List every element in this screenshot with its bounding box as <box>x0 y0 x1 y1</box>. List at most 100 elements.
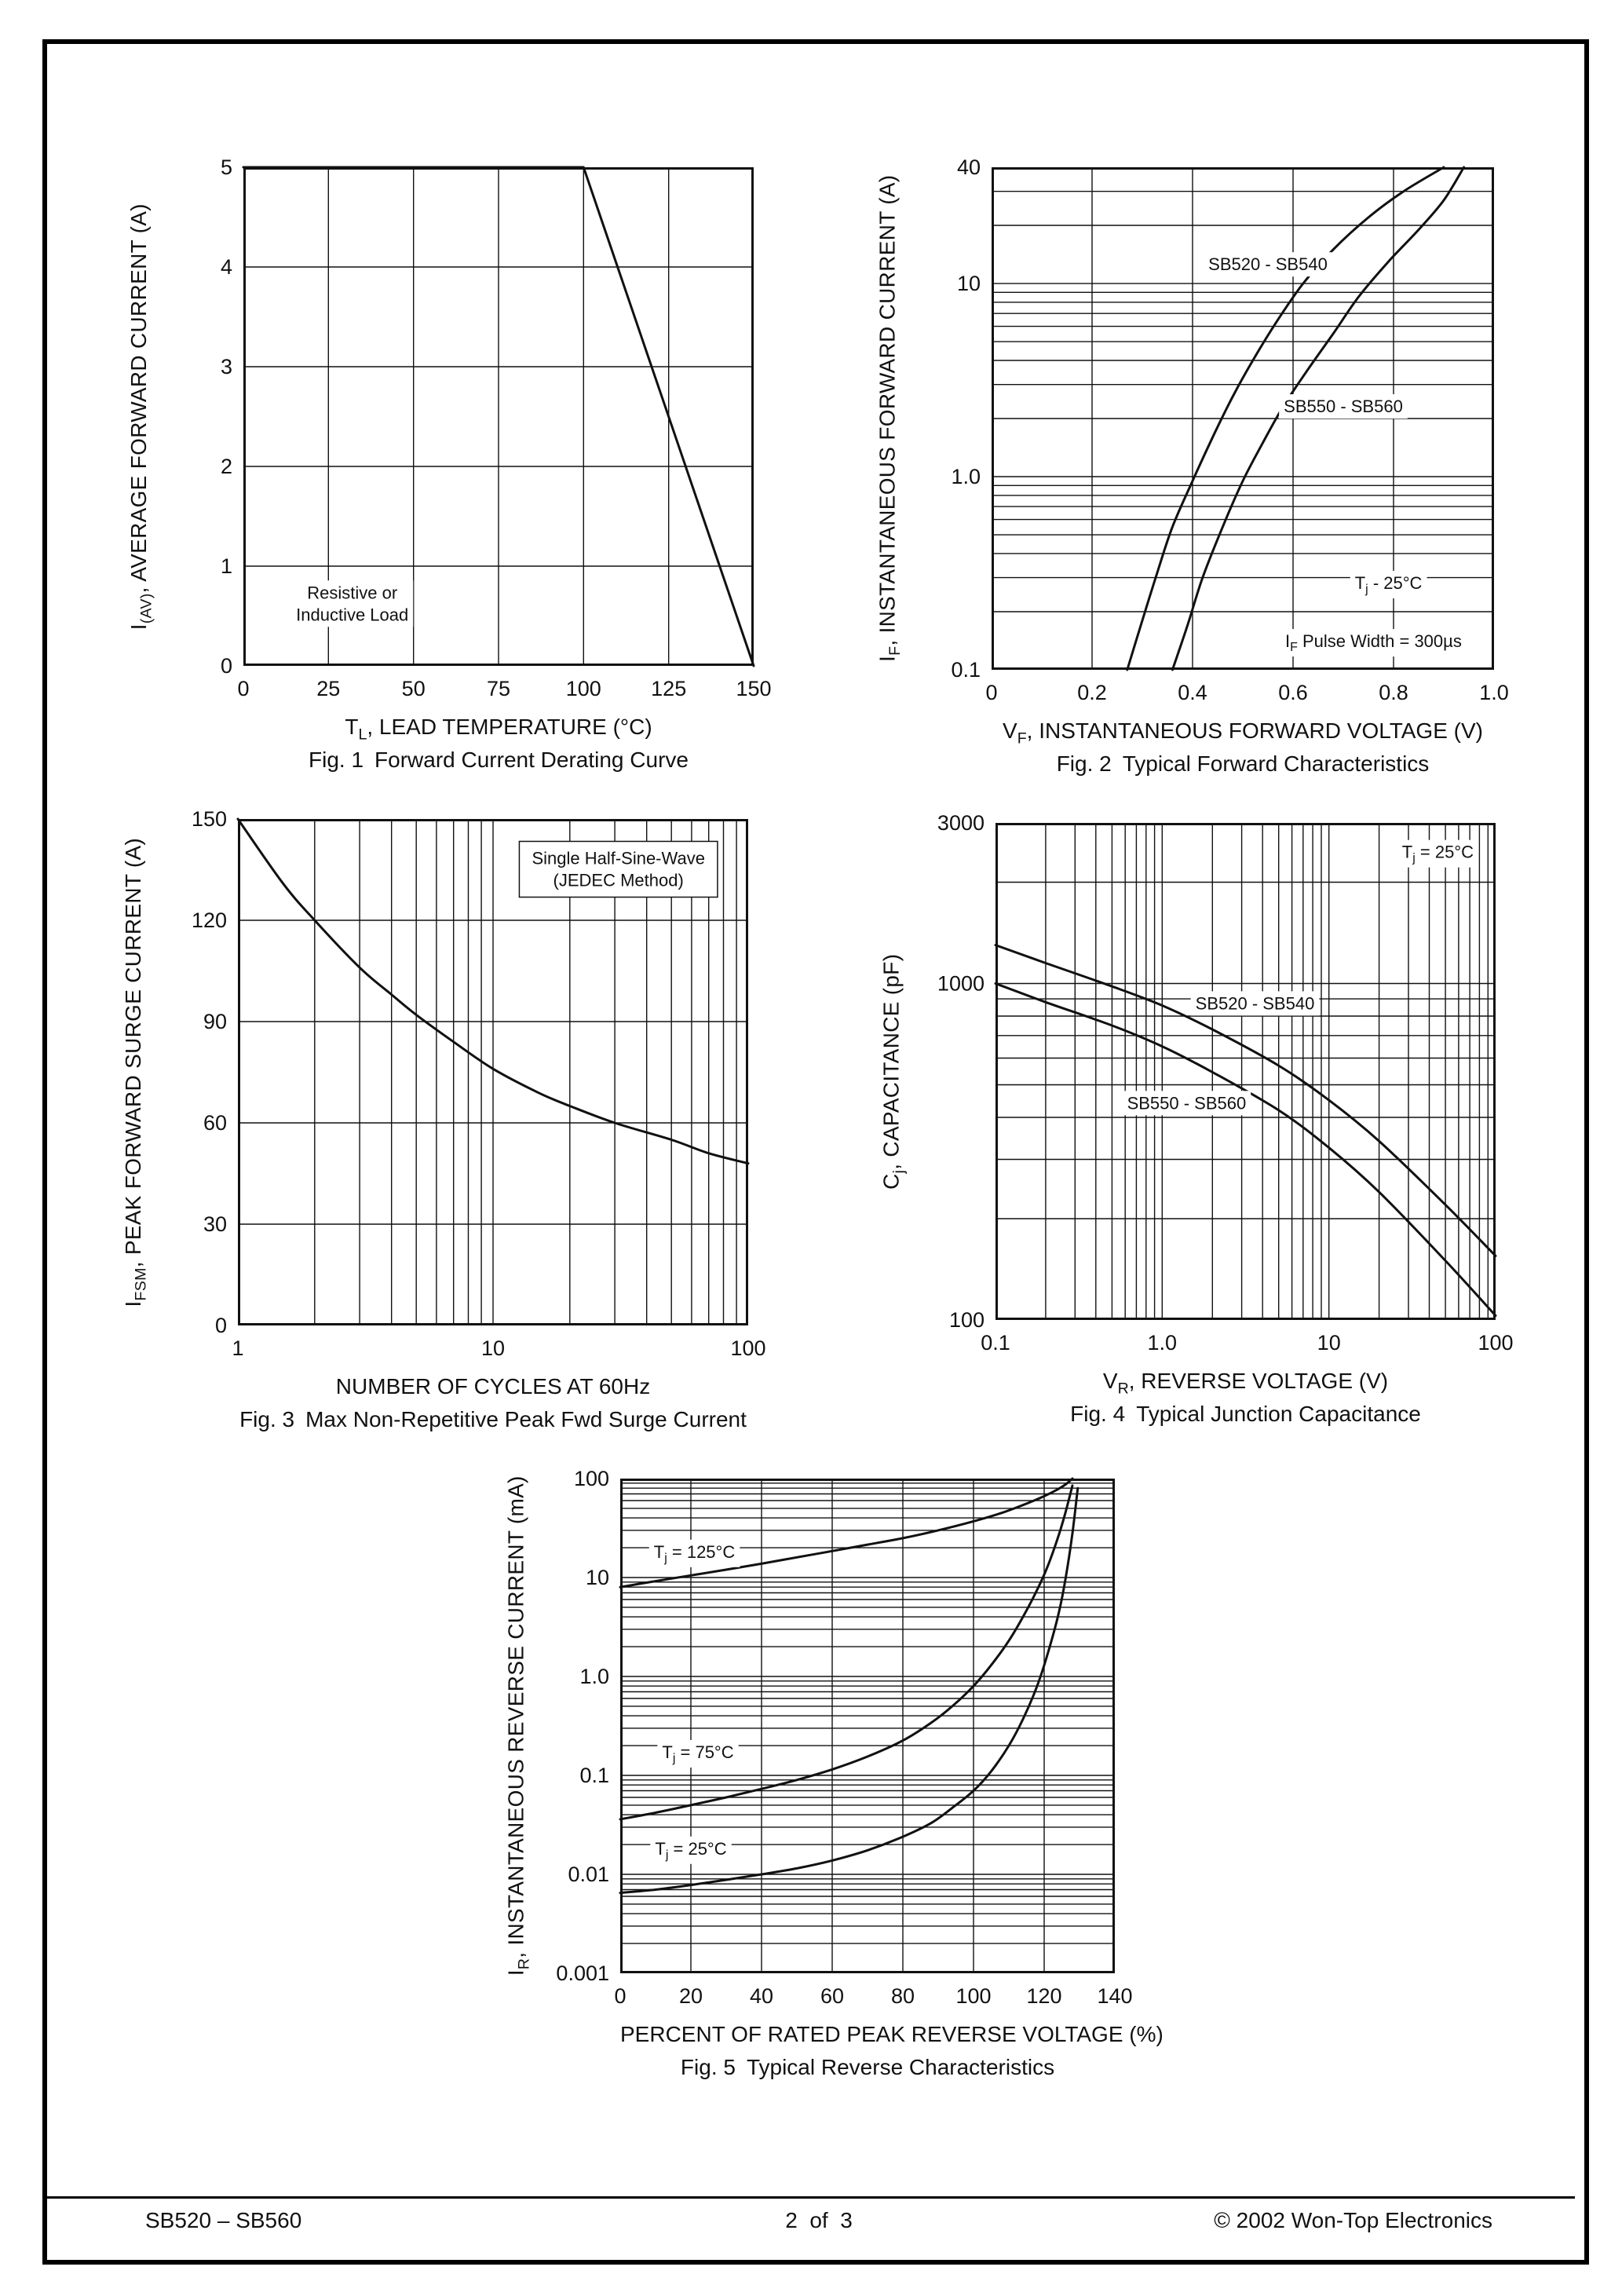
annotations: Tj = 25°C SB520 - SB540 SB550 - SB560 <box>1122 839 1479 1116</box>
svg-text:0.8: 0.8 <box>1379 681 1408 704</box>
fig2-y-axis-label-wrap: IF, INSTANTANEOUS FORWARD CURRENT (A) <box>872 167 907 670</box>
fig5-plot: 0 20 40 60 80 100 120 140 0.001 0.01 0.1 1.0 10 100 Tj… <box>556 1467 1132 2008</box>
annotations: Single Half-Sine-Wave (JEDEC Method) <box>518 840 718 898</box>
svg-text:100: 100 <box>1478 1331 1513 1355</box>
svg-text:Inductive Load: Inductive Load <box>296 605 408 624</box>
fig4-plot: 0.1 1.0 10 100 100 1000 3000 Tj = 25°C SB520 - S… <box>937 811 1514 1355</box>
svg-text:10: 10 <box>586 1566 609 1589</box>
svg-text:4: 4 <box>221 255 232 279</box>
svg-text:90: 90 <box>203 1010 227 1033</box>
footer-copyright: © 2002 Won-Top Electronics <box>1214 2208 1492 2232</box>
svg-text:1.0: 1.0 <box>1479 681 1509 704</box>
fig5-y-axis-label-wrap: IR, INSTANTANEOUS REVERSE CURRENT (mA) <box>501 1475 535 1976</box>
svg-text:1: 1 <box>232 1336 243 1360</box>
svg-text:SB520 - SB540: SB520 - SB540 <box>1196 993 1315 1013</box>
series <box>619 1477 1080 1895</box>
annotation: Resistive or Inductive Load <box>291 580 414 627</box>
fig5-caption-number: Fig. 5 <box>680 2055 736 2079</box>
svg-text:0.001: 0.001 <box>556 1961 609 1985</box>
fig3-caption: Fig. 3 Max Non-Repetitive Peak Fwd Surge … <box>238 1407 748 1432</box>
fig4-y-axis-label: Cj, CAPACITANCE (pF) <box>879 953 908 1190</box>
svg-text:IF Pulse Width = 300µs: IF Pulse Width = 300µs <box>1285 631 1462 654</box>
fig1-caption-number: Fig. 1 <box>309 748 364 772</box>
fig2-caption: Fig. 2 Typical Forward Characteristics <box>992 751 1494 777</box>
svg-text:40: 40 <box>750 1984 773 2008</box>
annotation: Tj = 75°C <box>657 1740 739 1768</box>
tick-labels: 0.1 1.0 10 100 100 1000 3000 <box>937 811 1514 1355</box>
svg-text:1.0: 1.0 <box>951 465 981 488</box>
plot-border <box>995 823 1496 1320</box>
fig1-caption-title: Forward Current Derating Curve <box>374 748 689 772</box>
annotation: SB520 - SB540 <box>1204 252 1332 277</box>
annotation: Tj = 25°C <box>1397 839 1479 868</box>
fig5-x-axis-label: PERCENT OF RATED PEAK REVERSE VOLTAGE (%… <box>620 2022 1164 2046</box>
annotation: IF Pulse Width = 300µs <box>1280 629 1467 657</box>
fig2-caption-number: Fig. 2 <box>1056 751 1112 776</box>
svg-text:120: 120 <box>1026 1984 1061 2008</box>
fig2-x-axis-label: VF, INSTANTANEOUS FORWARD VOLTAGE (V) <box>1003 718 1483 748</box>
svg-text:SB520 - SB540: SB520 - SB540 <box>1208 254 1328 274</box>
tick-labels: 0 20 40 60 80 100 120 140 0.001 0.01 0.1 1.0 10 100 <box>556 1467 1132 2008</box>
footer-part-number: SB520 – SB560 <box>145 2208 302 2232</box>
svg-text:140: 140 <box>1097 1984 1132 2008</box>
svg-text:0: 0 <box>215 1314 227 1337</box>
fig5-caption-title: Typical Reverse Characteristics <box>746 2055 1055 2079</box>
fig4-x-axis-label: VR, REVERSE VOLTAGE (V) <box>1102 1369 1389 1398</box>
svg-text:5: 5 <box>221 155 232 179</box>
footer-divider <box>47 2196 1575 2199</box>
svg-text:0: 0 <box>614 1984 626 2008</box>
svg-text:Tj = 75°C: Tj = 75°C <box>662 1742 733 1765</box>
svg-text:80: 80 <box>891 1984 915 2008</box>
fig2-caption-title: Typical Forward Characteristics <box>1122 751 1430 776</box>
fig3-plot: 1 10 100 0 30 60 90 120 150 Single Half-Sine-Wave… <box>192 807 766 1360</box>
plot-border <box>243 167 754 666</box>
svg-text:60: 60 <box>203 1111 227 1135</box>
series-line <box>994 982 1497 1317</box>
fig5-caption: Fig. 5 Typical Reverse Characteristics <box>620 2055 1115 2080</box>
fig1-y-axis-label-wrap: I(AV), AVERAGE FORWARD CURRENT (A) <box>124 167 159 666</box>
annotation: SB550 - SB560 <box>1279 394 1408 419</box>
fig3-caption-number: Fig. 3 <box>239 1407 295 1431</box>
svg-text:SB550 - SB560: SB550 - SB560 <box>1127 1093 1247 1113</box>
svg-text:1.0: 1.0 <box>1148 1331 1178 1355</box>
tick-labels: 0 25 50 75 100 125 150 0 1 2 3 4 5 <box>221 155 772 700</box>
svg-text:0.2: 0.2 <box>1077 681 1107 704</box>
svg-text:100: 100 <box>955 1984 991 2008</box>
svg-text:0.1: 0.1 <box>951 658 981 682</box>
fig4-caption-title: Typical Junction Capacitance <box>1136 1402 1421 1426</box>
svg-text:Tj = 125°C: Tj = 125°C <box>654 1542 736 1565</box>
svg-text:1000: 1000 <box>937 972 985 996</box>
svg-text:0: 0 <box>985 681 997 704</box>
svg-text:75: 75 <box>487 677 510 700</box>
svg-text:10: 10 <box>957 272 981 295</box>
fig3-y-axis-label: IFSM, PEAK FORWARD SURGE CURRENT (A) <box>121 837 150 1307</box>
footer-page-number: 2 of 3 <box>785 2208 853 2232</box>
svg-text:Tj = 25°C: Tj = 25°C <box>655 1839 726 1862</box>
annotation: Tj = 25°C <box>650 1836 732 1864</box>
gridlines <box>992 167 1494 670</box>
fig2-y-axis-label: IF, INSTANTANEOUS FORWARD CURRENT (A) <box>875 174 904 663</box>
svg-text:0.4: 0.4 <box>1178 681 1207 704</box>
svg-text:0.01: 0.01 <box>568 1863 609 1886</box>
fig5-y-axis-label: IR, INSTANTANEOUS REVERSE CURRENT (mA) <box>503 1475 532 1976</box>
svg-text:3000: 3000 <box>937 811 985 835</box>
svg-text:0: 0 <box>221 654 232 678</box>
series-line <box>619 1486 1080 1895</box>
figure-1: I(AV), AVERAGE FORWARD CURRENT (A) 0 25 50… <box>126 155 772 772</box>
svg-text:100: 100 <box>949 1308 985 1332</box>
svg-text:(JEDEC Method): (JEDEC Method) <box>553 871 684 890</box>
plot-border <box>238 819 748 1325</box>
svg-text:40: 40 <box>957 155 981 179</box>
tick-labels: 1 10 100 0 30 60 90 120 150 <box>192 807 766 1360</box>
footer: SB520 – SB560 2 of 3 © 2002 Won-Top Elec… <box>145 2208 1492 2236</box>
series-line <box>236 817 750 1165</box>
fig3-x-axis-label: NUMBER OF CYCLES AT 60Hz <box>335 1374 651 1398</box>
fig1-plot: 0 25 50 75 100 125 150 0 1 2 3 4 5 Resistive or Induct… <box>221 155 772 700</box>
gridlines <box>995 823 1496 1320</box>
series-line <box>619 1477 1074 1589</box>
svg-text:25: 25 <box>316 677 340 700</box>
svg-text:10: 10 <box>1317 1331 1341 1355</box>
annotations: SB520 - SB540 SB550 - SB560 Tj - 25°C IF Pu… <box>1204 252 1467 657</box>
